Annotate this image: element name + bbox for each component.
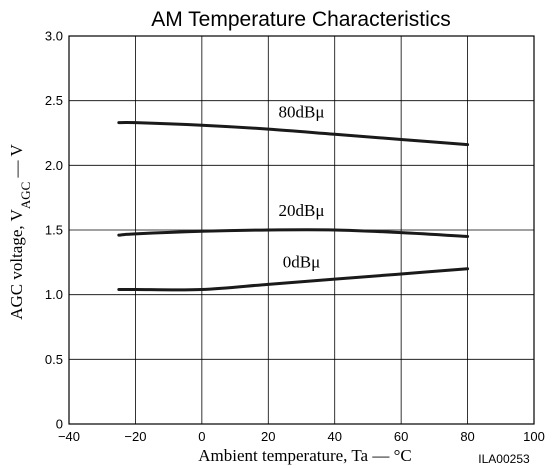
y-tick-label: 2.5 xyxy=(45,93,63,108)
y-axis-label-base: AGC voltage, V xyxy=(7,208,26,319)
series-labels: 80dBμ 20dBμ 0dBμ xyxy=(279,103,325,272)
y-axis-label-suffix: — V xyxy=(7,143,26,181)
chart-title: AM Temperature Characteristics xyxy=(151,8,451,31)
y-tick-label: 3.0 xyxy=(45,29,63,44)
series-label: 20dBμ xyxy=(279,201,325,220)
x-tick-label: −40 xyxy=(58,429,80,444)
y-axis-label-subscript: AGC xyxy=(18,182,33,209)
series-label: 80dBμ xyxy=(279,103,325,122)
y-tick-label: 0 xyxy=(56,417,63,432)
x-tick-label: 60 xyxy=(394,429,408,444)
x-tick-labels: −40 −20 0 20 40 60 80 100 xyxy=(58,429,545,444)
plot-frame xyxy=(68,35,535,425)
y-tick-label: 2.0 xyxy=(45,158,63,173)
x-axis-label: Ambient temperature, Ta — °C xyxy=(198,446,412,465)
series-line xyxy=(117,228,470,238)
y-tick-label: 1.5 xyxy=(45,223,63,238)
series-line xyxy=(117,120,470,147)
y-tick-label: 1.0 xyxy=(45,287,63,302)
y-tick-label: 0.5 xyxy=(45,352,63,367)
series-line xyxy=(117,267,470,292)
series-lines xyxy=(117,120,470,292)
x-tick-label: 80 xyxy=(460,429,474,444)
x-tick-label: 40 xyxy=(327,429,341,444)
y-axis-label: AGC voltage, VAGC — V xyxy=(7,143,33,319)
figure-id: ILA00253 xyxy=(478,452,530,466)
series-label: 0dBμ xyxy=(283,253,320,272)
x-tick-label: −20 xyxy=(124,429,146,444)
x-tick-label: 20 xyxy=(261,429,275,444)
x-tick-label: 0 xyxy=(198,429,205,444)
x-tick-label: 100 xyxy=(523,429,545,444)
y-tick-labels: 0 0.5 1.0 1.5 2.0 2.5 3.0 xyxy=(45,29,63,432)
